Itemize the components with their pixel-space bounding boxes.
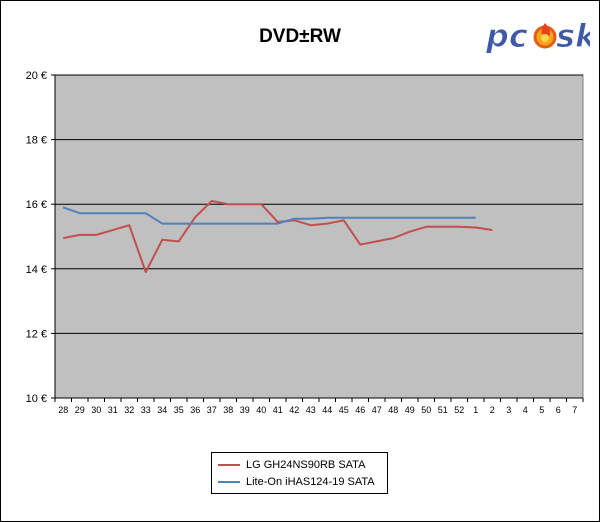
y-tick-label: 14 € (26, 264, 47, 276)
x-tick-label: 5 (539, 405, 544, 415)
series-line-0 (63, 199, 493, 274)
x-tick-label: 29 (75, 405, 85, 415)
x-tick-label: 1 (473, 405, 478, 415)
x-tick-label: 39 (240, 405, 250, 415)
y-tick-label: 16 € (26, 199, 47, 211)
x-tick-label: 36 (190, 405, 200, 415)
x-tick-label: 32 (124, 405, 134, 415)
x-tick-label: 49 (405, 405, 415, 415)
x-tick-label: 51 (438, 405, 448, 415)
y-tick-label: 10 € (26, 393, 47, 405)
legend-label-liteon: Lite-On iHAS124-19 SATA (246, 476, 375, 488)
y-tick-labels: 10 € 12 € 14 € 16 € 18 € 20 € (26, 70, 47, 405)
x-tick-label: 4 (523, 405, 528, 415)
x-tick-label: 52 (454, 405, 464, 415)
flame-icon (533, 23, 557, 49)
x-tick-labels: 28 29 30 31 32 33 34 35 36 37 38 39 40 41 42 43 44 45 46 47… (54, 398, 584, 415)
x-tick-label: 31 (108, 405, 118, 415)
series-lines (62, 199, 493, 274)
plot-area (54, 74, 584, 399)
x-tick-label: 33 (141, 405, 151, 415)
y-tick-label: 20 € (26, 70, 47, 82)
x-tick-label: 3 (506, 405, 511, 415)
series-line-1 (62, 206, 476, 225)
x-tick-label: 42 (289, 405, 299, 415)
x-tick-label: 43 (306, 405, 316, 415)
x-tick-label: 34 (157, 405, 167, 415)
x-tick-label: 37 (207, 405, 217, 415)
x-tick-label: 40 (256, 405, 266, 415)
gridlines (51, 74, 583, 399)
y-tick-label: 18 € (26, 135, 47, 147)
legend-label-lg: LG GH24NS90RB SATA (246, 459, 366, 471)
x-tick-label: 47 (372, 405, 382, 415)
x-tick-label: 50 (421, 405, 431, 415)
chart-title: DVD±RW (259, 26, 341, 47)
x-tick-label: 45 (339, 405, 349, 415)
legend: LG GH24NS90RB SATA Lite-On iHAS124-19 SA… (211, 452, 388, 494)
x-tick-label: 30 (91, 405, 101, 415)
x-tick-label: 35 (174, 405, 184, 415)
legend-swatch-liteon (218, 481, 240, 483)
legend-item-lg: LG GH24NS90RB SATA (218, 457, 365, 473)
legend-item-liteon: Lite-On iHAS124-19 SATA (218, 474, 375, 490)
y-tick-label: 12 € (26, 328, 47, 340)
x-tick-label: 44 (322, 405, 332, 415)
x-tick-label: 28 (58, 405, 68, 415)
x-tick-label: 7 (572, 405, 577, 415)
x-tick-label: 2 (490, 405, 495, 415)
x-tick-label: 46 (355, 405, 365, 415)
x-tick-label: 48 (388, 405, 398, 415)
logo-text-pc: pc (485, 17, 528, 55)
x-tick-label: 6 (556, 405, 561, 415)
legend-swatch-lg (218, 464, 240, 466)
x-tick-label: 41 (273, 405, 283, 415)
x-tick-label: 38 (223, 405, 233, 415)
